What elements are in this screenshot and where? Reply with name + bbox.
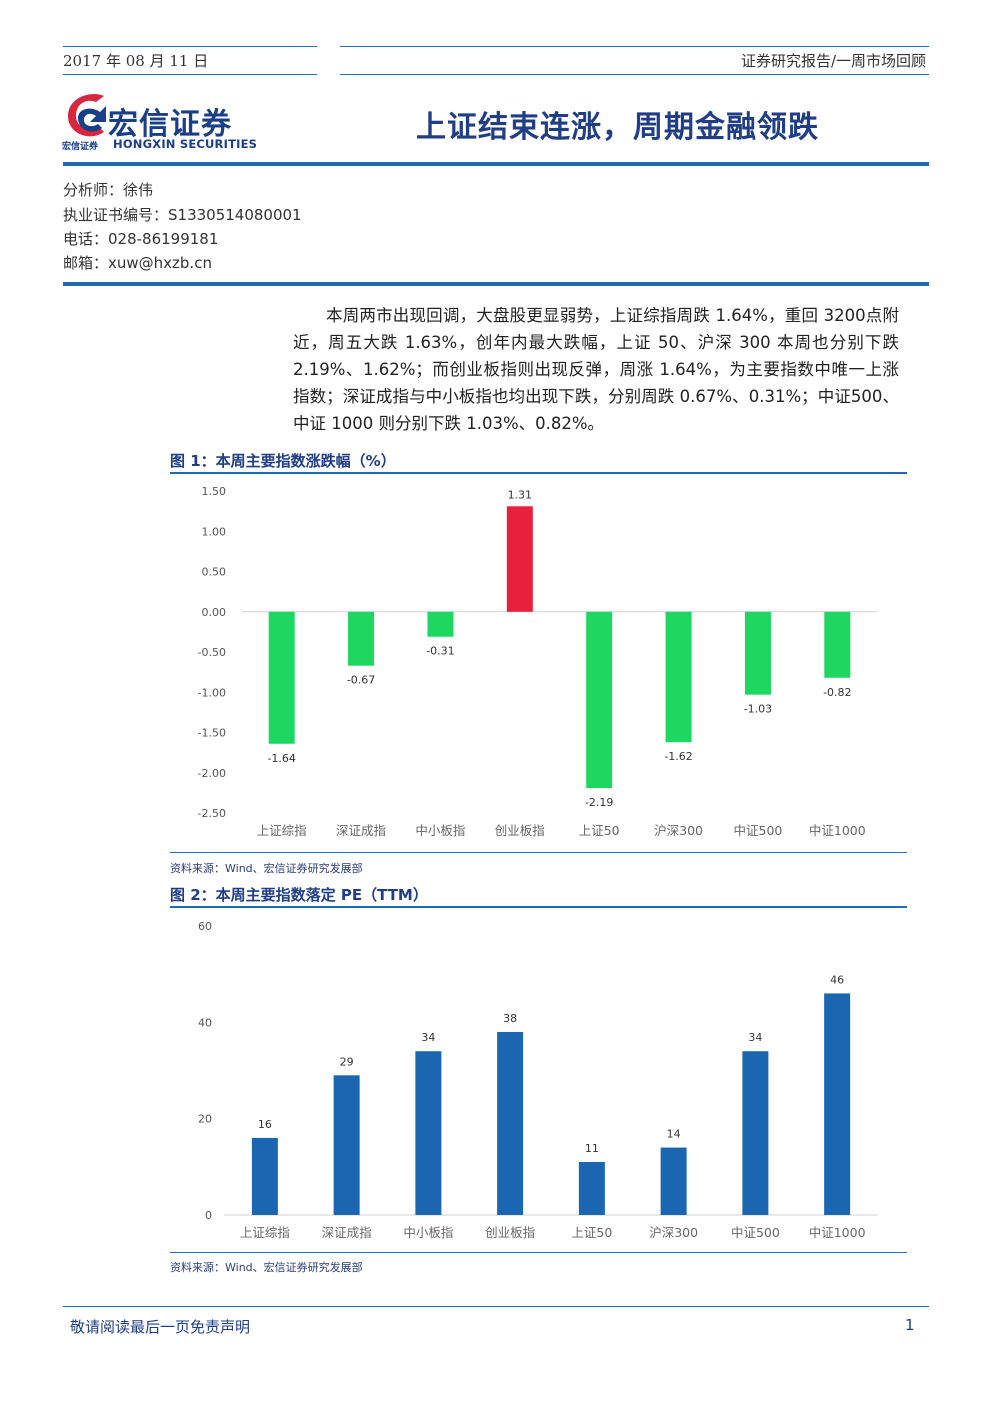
bar-value-label: 34 — [748, 1031, 762, 1044]
y-tick-label: 1.00 — [202, 525, 227, 538]
bar — [427, 611, 454, 637]
report-type: 证券研究报告/一周市场回顾 — [740, 52, 926, 70]
summary-paragraph: 本周两市出现回调，大盘股更显弱势，上证综指周跌 1.64%，重回 3200点附近… — [293, 306, 899, 433]
bar-value-label: 16 — [258, 1118, 272, 1131]
y-tick-label: 0.50 — [202, 566, 227, 579]
bar — [578, 1162, 605, 1215]
x-category-label: 中证1000 — [809, 1225, 866, 1240]
y-tick-label: -2.00 — [198, 767, 226, 780]
bar — [824, 611, 851, 678]
bar — [497, 1031, 524, 1215]
bar — [665, 611, 692, 743]
bar-value-label: 29 — [340, 1055, 354, 1068]
analyst-cert: 执业证书编号：S1330514080001 — [63, 206, 302, 224]
bar — [742, 1051, 769, 1215]
report-date: 2017 年 08 月 11 日 — [63, 52, 209, 70]
footer-rule — [63, 1306, 929, 1307]
chart-index-pe: 60 40 20 0 16 上证综指 29 深证成指 34 中小板指 38 创业板指 11 上证50 14 沪… — [198, 920, 878, 1240]
y-tick-label: 1.50 — [202, 485, 227, 498]
figure-1-bottom-rule — [170, 852, 907, 853]
bar-value-label: 14 — [667, 1128, 681, 1141]
report-title: 上证结束连涨，周期金融领跌 — [416, 110, 819, 145]
logo-blue-swoosh — [78, 106, 106, 132]
figure-2-top-rule — [170, 906, 907, 908]
bar-value-label: 11 — [585, 1142, 599, 1155]
bar — [415, 1051, 442, 1215]
bar — [506, 506, 533, 612]
figure-2-title: 图 2：本周主要指数落定 PE（TTM） — [170, 886, 428, 904]
analyst-name: 分析师：徐伟 — [63, 181, 154, 199]
analyst-divider — [63, 282, 929, 286]
bar — [744, 611, 771, 695]
bar-value-label: 46 — [830, 973, 844, 986]
x-category-label: 创业板指 — [485, 1225, 535, 1240]
company-logo — [68, 94, 106, 137]
x-category-label: 沪深300 — [649, 1225, 698, 1240]
header-rule-bottom-right — [340, 74, 929, 75]
y-tick-label: 0.00 — [202, 606, 227, 619]
y-tick-label: -2.50 — [198, 807, 226, 820]
bar — [660, 1147, 687, 1215]
x-category-label: 创业板指 — [495, 823, 545, 838]
analyst-phone: 电话：028-86199181 — [63, 230, 219, 248]
page-number: 1 — [905, 1316, 915, 1334]
bar-value-label: -0.31 — [426, 645, 454, 658]
bar-value-label: -0.82 — [823, 686, 851, 699]
x-category-label: 中证500 — [734, 823, 783, 838]
header-rule-top-right — [340, 46, 929, 47]
figure-2-source: 资料来源：Wind、宏信证券研究发展部 — [170, 1261, 363, 1274]
x-category-label: 上证综指 — [240, 1225, 290, 1240]
figure-1-title: 图 1：本周主要指数涨跌幅（%） — [170, 452, 396, 470]
x-category-label: 中证1000 — [809, 823, 866, 838]
y-tick-label: 0 — [205, 1209, 212, 1222]
bar — [824, 993, 851, 1215]
bar-value-label: -1.64 — [267, 752, 295, 765]
bar — [333, 1075, 360, 1215]
x-category-label: 深证成指 — [322, 1225, 372, 1240]
x-category-label: 中小板指 — [403, 1225, 453, 1240]
bar-value-label: -1.62 — [664, 750, 692, 763]
bar-value-label: 1.31 — [508, 488, 533, 501]
logo-small-cn: 宏信证券 — [62, 142, 99, 152]
y-tick-label: 40 — [198, 1016, 212, 1029]
y-tick-label: -1.00 — [198, 686, 226, 699]
x-category-label: 深证成指 — [336, 823, 386, 838]
title-divider — [63, 162, 929, 166]
figure-1-source: 资料来源：Wind、宏信证券研究发展部 — [170, 862, 363, 875]
bar — [348, 611, 375, 666]
bar-value-label: 34 — [421, 1031, 435, 1044]
bar-value-label: -1.03 — [744, 703, 772, 716]
bar — [251, 1137, 278, 1215]
x-category-label: 中证500 — [731, 1225, 780, 1240]
figure-1-top-rule — [170, 472, 907, 474]
x-category-label: 上证综指 — [257, 823, 307, 838]
bar-value-label: 38 — [503, 1012, 517, 1025]
logo-red-swoosh — [68, 94, 104, 137]
header-rule-top-left — [63, 46, 317, 47]
header-rule-bottom-left — [63, 74, 317, 75]
analyst-email: 邮箱：xuw@hxzb.cn — [63, 254, 212, 272]
y-tick-label: -0.50 — [198, 646, 226, 659]
x-category-label: 上证50 — [571, 1225, 612, 1240]
figure-2-bottom-rule — [170, 1252, 907, 1253]
bar — [268, 611, 295, 744]
logo-name-cn: 宏信证券 — [108, 107, 232, 142]
x-category-label: 沪深300 — [654, 823, 703, 838]
y-tick-label: 60 — [198, 920, 212, 933]
x-category-label: 中小板指 — [415, 823, 465, 838]
disclaimer-notice: 敬请阅读最后一页免责声明 — [70, 1318, 251, 1336]
bar — [586, 611, 613, 789]
chart-index-change: 1.50 1.00 0.50 0.00 -0.50 -1.00 -1.50 -2.00 -2.5… — [198, 485, 877, 838]
bar-value-label: -0.67 — [347, 674, 375, 687]
y-tick-label: -1.50 — [198, 727, 226, 740]
bar-value-label: -2.19 — [585, 796, 613, 809]
y-tick-label: 20 — [198, 1113, 212, 1126]
logo-name-en: HONGXIN SECURITIES — [113, 137, 258, 151]
x-category-label: 上证50 — [579, 823, 620, 838]
